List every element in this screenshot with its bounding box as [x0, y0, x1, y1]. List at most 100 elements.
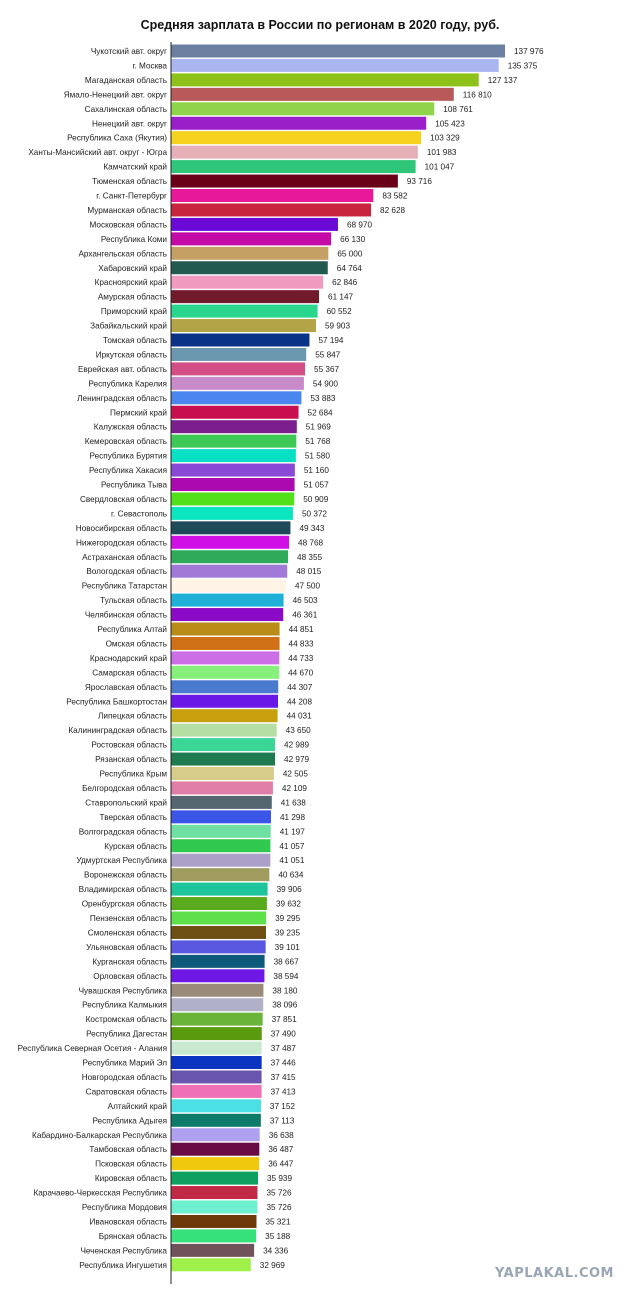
value-label: 64 764	[337, 264, 362, 273]
bar	[171, 1258, 251, 1272]
category-label: Воронежская область	[84, 871, 167, 880]
bar	[171, 73, 479, 87]
category-label: Чувашская Республика	[79, 986, 168, 995]
bar	[171, 723, 277, 737]
bar	[171, 709, 278, 723]
category-label: Свердловская область	[80, 495, 167, 504]
category-label: Новосибирская область	[76, 524, 167, 533]
bar	[171, 911, 267, 925]
category-label: Республика Башкортостан	[66, 697, 167, 706]
category-label: Республика Бурятия	[90, 452, 167, 461]
value-label: 43 650	[286, 726, 311, 735]
value-label: 41 298	[280, 813, 305, 822]
category-label: Сахалинская область	[85, 105, 167, 114]
value-label: 116 810	[463, 90, 492, 99]
value-label: 35 726	[266, 1203, 291, 1212]
bar	[171, 781, 273, 795]
value-label: 55 847	[315, 350, 340, 359]
value-label: 60 552	[327, 307, 352, 316]
bar	[171, 1200, 258, 1214]
category-label: Нижегородская область	[76, 538, 167, 547]
value-label: 37 413	[271, 1087, 296, 1096]
bar	[171, 738, 276, 752]
bar	[171, 131, 422, 145]
bar	[171, 376, 304, 390]
bar	[171, 767, 274, 780]
category-label: Ульяновская область	[86, 943, 167, 952]
value-label: 44 851	[289, 625, 314, 634]
value-label: 38 180	[272, 986, 297, 995]
value-label: 37 415	[271, 1073, 296, 1082]
category-label: Кемеровская область	[85, 437, 167, 446]
bar	[171, 651, 280, 665]
category-label: Вологодская область	[86, 567, 167, 576]
value-label: 41 197	[280, 827, 305, 836]
category-label: Астраханская область	[82, 553, 167, 562]
category-label: Краснодарский край	[90, 654, 167, 663]
category-label: Кабардино-Балкарская Республика	[32, 1131, 167, 1140]
value-label: 35 321	[266, 1217, 291, 1226]
bar	[171, 478, 295, 491]
value-label: 41 638	[281, 798, 306, 807]
category-label: Тверская область	[100, 813, 167, 822]
category-label: Приморский край	[101, 307, 167, 316]
category-label: Кировская область	[95, 1174, 167, 1183]
category-label: Республика Марий Эл	[83, 1059, 168, 1068]
bar	[171, 1041, 262, 1055]
bar	[171, 44, 505, 58]
value-label: 51 969	[306, 423, 331, 432]
bar	[171, 145, 418, 159]
bar	[171, 868, 270, 882]
value-label: 32 969	[260, 1261, 285, 1270]
category-label: Пензенская область	[90, 914, 167, 923]
category-label: Саратовская область	[86, 1087, 167, 1096]
bar	[171, 535, 290, 549]
value-label: 39 906	[277, 885, 302, 894]
value-label: 51 057	[304, 481, 329, 490]
value-label: 82 628	[380, 206, 405, 215]
category-label: Ханты-Мансийский авт. округ - Югра	[28, 148, 167, 157]
category-label: Хабаровский край	[98, 264, 167, 273]
category-label: Пермский край	[110, 408, 167, 417]
value-label: 57 194	[318, 336, 343, 345]
bar	[171, 998, 264, 1012]
value-label: 37 152	[270, 1102, 295, 1111]
value-label: 48 015	[296, 567, 321, 576]
bar	[171, 694, 279, 708]
value-label: 39 295	[275, 914, 300, 923]
category-label: Амурская область	[98, 293, 167, 302]
value-label: 137 976	[514, 47, 544, 56]
category-label: Оренбургская область	[82, 900, 167, 909]
value-label: 42 505	[283, 770, 308, 779]
value-label: 35 726	[266, 1189, 291, 1198]
value-label: 93 716	[407, 177, 432, 186]
value-label: 35 188	[265, 1232, 290, 1241]
bar	[171, 275, 324, 289]
category-label: Красноярский край	[95, 278, 167, 287]
value-label: 42 979	[284, 755, 309, 764]
category-label: Забайкальский край	[90, 322, 167, 331]
bar	[171, 550, 289, 564]
bar	[171, 463, 295, 477]
bar	[171, 1056, 262, 1069]
value-label: 41 051	[279, 856, 304, 865]
value-label: 41 057	[279, 842, 304, 851]
category-label: Новгородская область	[82, 1073, 167, 1082]
bar	[171, 420, 297, 434]
category-label: Томская область	[103, 336, 167, 345]
value-label: 101 047	[425, 163, 455, 172]
category-label: Магаданская область	[85, 76, 167, 85]
bar	[171, 189, 374, 202]
bar	[171, 405, 299, 419]
category-label: Республика Северная Осетия - Алания	[18, 1044, 167, 1053]
value-label: 36 487	[268, 1145, 293, 1154]
value-label: 66 130	[340, 235, 365, 244]
value-label: 46 361	[292, 611, 317, 620]
value-label: 55 367	[314, 365, 339, 374]
category-label: Орловская область	[93, 972, 167, 981]
category-label: Калужская область	[94, 423, 167, 432]
category-label: Костромская область	[86, 1015, 167, 1024]
bar	[171, 636, 280, 650]
value-label: 44 307	[287, 683, 312, 692]
